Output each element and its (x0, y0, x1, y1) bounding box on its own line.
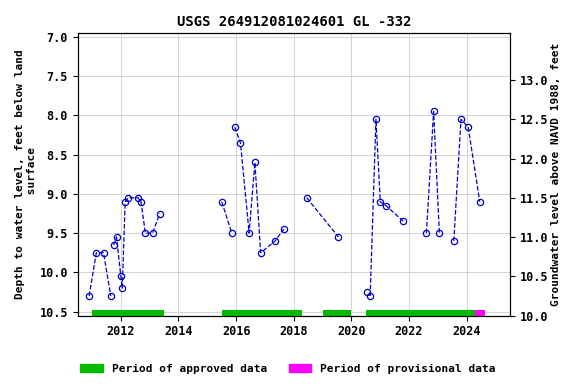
Y-axis label: Groundwater level above NAVD 1988, feet: Groundwater level above NAVD 1988, feet (551, 43, 561, 306)
Legend: Period of approved data, Period of provisional data: Period of approved data, Period of provi… (76, 359, 500, 379)
Title: USGS 264912081024601 GL -332: USGS 264912081024601 GL -332 (177, 15, 411, 29)
Y-axis label: Depth to water level, feet below land
 surface: Depth to water level, feet below land su… (15, 50, 37, 299)
